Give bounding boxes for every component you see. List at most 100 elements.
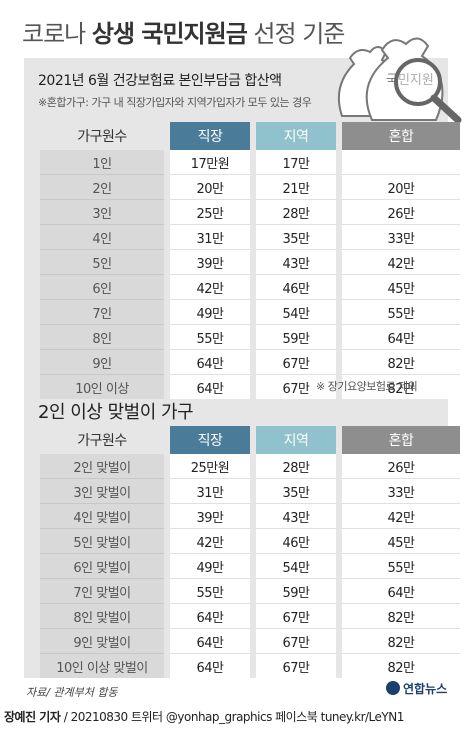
table-row: 4인 31만 35만 33만 <box>40 225 460 250</box>
table-cell: 28만 <box>256 200 336 225</box>
row-label: 1인 <box>40 150 164 175</box>
credit-rest: / 20210830 트위터 @yonhap_graphics 페이스북 tun… <box>60 710 405 724</box>
credit-author: 장예진 기자 <box>4 710 61 724</box>
table-cell: 82만 <box>342 629 460 654</box>
table-row: 3인 맞벌이 31만 35만 33만 <box>40 479 460 504</box>
table-cell: 54만 <box>256 300 336 325</box>
table-row: 10인 이상 맞벌이 64만 67만 82만 <box>40 654 460 678</box>
table-cell: 82만 <box>342 375 460 399</box>
table-cell: 28만 <box>256 454 336 479</box>
table-cell: 55만 <box>170 579 250 604</box>
table-cell: 59만 <box>256 579 336 604</box>
source-text: 자료/ 관계부처 합동 <box>26 686 118 699</box>
yonhap-logo: 연합뉴스 <box>386 680 447 697</box>
table-cell: 26만 <box>342 454 460 479</box>
row-label: 7인 <box>40 300 164 325</box>
title-pre: 코로나 <box>22 20 92 48</box>
table-cell: 55만 <box>342 300 460 325</box>
table-cell: 25만원 <box>170 454 250 479</box>
table-row: 5인 맞벌이 42만 46만 45만 <box>40 529 460 554</box>
section1-footnote: ※ 장기요양보험료 제외 <box>316 380 418 393</box>
row-label: 5인 맞벌이 <box>40 529 164 554</box>
row-label: 10인 이상 <box>40 375 164 399</box>
table-cell: 54만 <box>256 554 336 579</box>
logo-text: 연합뉴스 <box>403 682 448 696</box>
table-cell: 42만 <box>170 529 250 554</box>
table-cell: 33만 <box>342 479 460 504</box>
table-row: 2인 20만 21만 20만 <box>40 175 460 200</box>
table-cell: 64만 <box>170 629 250 654</box>
table-cell: 49만 <box>170 554 250 579</box>
table-row: 4인 맞벌이 39만 43만 42만 <box>40 504 460 529</box>
yonhap-logo-icon <box>386 681 400 695</box>
table-cell: 45만 <box>342 275 460 300</box>
table-row: 9인 맞벌이 64만 67만 82만 <box>40 629 460 654</box>
table-cell: 42만 <box>170 275 250 300</box>
table-section1: 가구원수 직장 지역 혼합 1인 17만원 17만 2인 20만 21만 20만 3인 25만 2… <box>40 122 460 399</box>
money-bag-with-magnifier-icon: 국민지원 <box>338 37 462 124</box>
table-cell: 20만 <box>342 175 460 200</box>
table-row: 6인 맞벌이 49만 54만 55만 <box>40 554 460 579</box>
table-cell: 42만 <box>342 250 460 275</box>
table-cell: 39만 <box>170 250 250 275</box>
table-cell: 43만 <box>256 504 336 529</box>
row-label: 9인 <box>40 350 164 375</box>
table-cell: 39만 <box>170 504 250 529</box>
row-label: 7인 맞벌이 <box>40 579 164 604</box>
table-cell: 82만 <box>342 654 460 678</box>
row-label: 9인 맞벌이 <box>40 629 164 654</box>
section1-subtitle: 2021년 6월 건강보험료 본인부담금 합산액 <box>38 73 282 89</box>
table-row: 5인 39만 43만 42만 <box>40 250 460 275</box>
row-label: 4인 맞벌이 <box>40 504 164 529</box>
row-label: 2인 <box>40 175 164 200</box>
table-row: 3인 25만 28만 26만 <box>40 200 460 225</box>
table-row: 6인 42만 46만 45만 <box>40 275 460 300</box>
table-cell: 64만 <box>342 325 460 350</box>
table-row: 8인 맞벌이 64만 67만 82만 <box>40 604 460 629</box>
table-cell: 46만 <box>256 275 336 300</box>
row-label: 10인 이상 맞벌이 <box>40 654 164 678</box>
table-cell: 59만 <box>256 325 336 350</box>
table1-body: 1인 17만원 17만 2인 20만 21만 20만 3인 25만 28만 26만 4인 31만 35만 3… <box>40 150 460 399</box>
table-cell: 67만 <box>256 375 336 399</box>
table-cell: 67만 <box>256 629 336 654</box>
table-row: 8인 55만 59만 64만 <box>40 325 460 350</box>
header-household: 가구원수 <box>77 433 127 449</box>
header-workplace: 직장 <box>170 426 250 454</box>
row-label: 4인 <box>40 225 164 250</box>
table-cell: 64만 <box>170 350 250 375</box>
table-cell: 55만 <box>342 554 460 579</box>
table-cell: 31만 <box>170 479 250 504</box>
row-label: 8인 <box>40 325 164 350</box>
table-cell: 82만 <box>342 604 460 629</box>
table-cell: 64만 <box>170 654 250 678</box>
row-label: 2인 맞벌이 <box>40 454 164 479</box>
table-cell: 43만 <box>256 250 336 275</box>
row-label: 5인 <box>40 250 164 275</box>
table-section2: 가구원수 직장 지역 혼합 2인 맞벌이 25만원 28만 26만 3인 맞벌이 31만 3… <box>40 426 460 678</box>
row-label: 6인 맞벌이 <box>40 554 164 579</box>
credit-line: 장예진 기자 / 20210830 트위터 @yonhap_graphics 페… <box>4 708 404 725</box>
title-post: 선정 기준 <box>246 20 345 48</box>
table-cell: 64만 <box>170 375 250 399</box>
header-workplace: 직장 <box>170 122 250 150</box>
table-cell: 26만 <box>342 200 460 225</box>
table-cell: 31만 <box>170 225 250 250</box>
row-label: 6인 <box>40 275 164 300</box>
header-household: 가구원수 <box>77 129 127 145</box>
table2-body: 2인 맞벌이 25만원 28만 26만 3인 맞벌이 31만 35만 33만 4인 맞벌이 39만… <box>40 454 460 678</box>
table-cell: 46만 <box>256 529 336 554</box>
table-row: 7인 49만 54만 55만 <box>40 300 460 325</box>
title-highlight: 상생 국민지원금 <box>91 20 248 48</box>
table-cell: 21만 <box>256 175 336 200</box>
section2-title: 2인 이상 맞벌이 가구 <box>38 402 194 423</box>
header-regional: 지역 <box>256 426 336 454</box>
table-cell: 55만 <box>170 325 250 350</box>
table-cell: 42만 <box>342 504 460 529</box>
table-row: 7인 맞벌이 55만 59만 64만 <box>40 579 460 604</box>
mixed-household-note: ※혼합가구: 가구 내 직장가입자와 지역가입자가 모두 있는 경우 <box>38 96 312 109</box>
table-cell: 17만 <box>256 150 336 175</box>
table-cell: 64만 <box>170 604 250 629</box>
header-mixed: 혼합 <box>342 426 460 454</box>
table-cell: 67만 <box>256 604 336 629</box>
